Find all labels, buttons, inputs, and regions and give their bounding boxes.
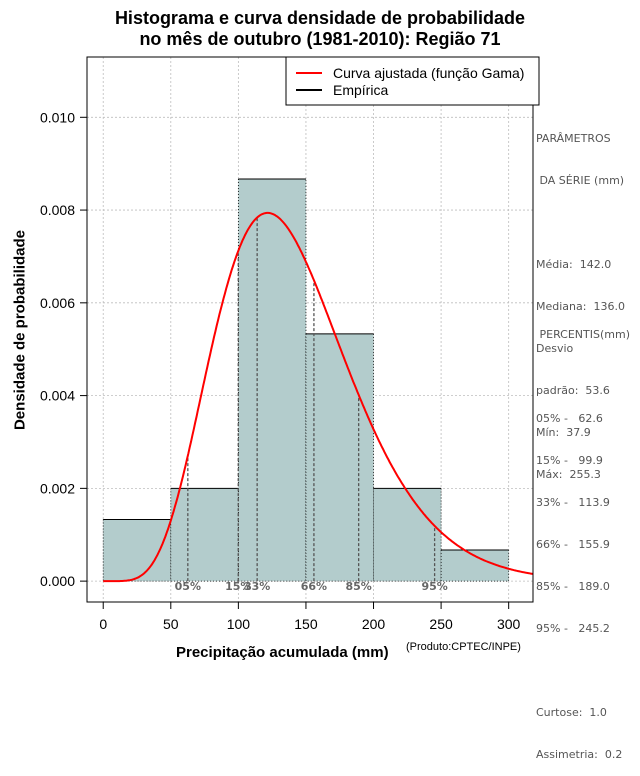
fitted-gamma-curve — [103, 211, 534, 583]
histogram-bar-outline-0 — [102, 519, 172, 582]
x-tick-label-6: 300 — [497, 616, 521, 632]
x-tick-label-2: 100 — [227, 616, 251, 632]
histogram-bar-2 — [238, 178, 306, 582]
parameters-heading-1: PARÂMETROS — [536, 132, 611, 145]
y-tick-label-3: 0.006 — [40, 295, 75, 311]
percentiles-panel: PERCENTIS(mm) 05% - 62.6 15% - 99.9 33% … — [536, 300, 630, 776]
histogram-bar-outline-5 — [440, 550, 510, 582]
histogram-bar-1 — [170, 488, 239, 582]
x-tick-label-0: 0 — [99, 616, 107, 632]
param-max: Máx: 255.3 — [536, 468, 601, 481]
x-tick-label-3: 150 — [294, 616, 318, 632]
percentile-label-4: 85% — [345, 580, 371, 593]
percentile-label-5: 95% — [421, 580, 447, 593]
percentiles-heading: PERCENTIS(mm) — [536, 328, 630, 341]
legend: Curva ajustada (função Gama)Empírica — [285, 56, 540, 106]
legend-label-1: Empírica — [333, 82, 388, 98]
percentile-66: 66% - 155.9 — [536, 538, 610, 551]
x-tick-label-1: 50 — [163, 616, 179, 632]
y-tick-label-4: 0.008 — [40, 202, 75, 218]
y-tick-label-5: 0.010 — [40, 109, 75, 125]
percentile-label-1: 15% — [225, 580, 251, 593]
percentile-label-2: 33% — [244, 580, 270, 593]
chart-title: Histograma e curva densidade de probabil… — [0, 8, 640, 50]
y-tick-label-2: 0.004 — [40, 388, 75, 404]
param-stdev-label: Desvio — [536, 342, 574, 355]
percentile-15: 15% - 99.9 — [536, 454, 603, 467]
y-tick-label-1: 0.002 — [40, 480, 75, 496]
x-tick-label-4: 200 — [362, 616, 386, 632]
histogram-bar-outline-4 — [373, 488, 442, 582]
percentile-05: 05% - 62.6 — [536, 412, 603, 425]
histogram-bar-outline-3 — [305, 333, 374, 582]
param-mean: Média: 142.0 — [536, 258, 612, 271]
param-min: Mín: 37.9 — [536, 426, 591, 439]
curve-layer — [103, 211, 534, 583]
percentile-33: 33% - 113.9 — [536, 496, 610, 509]
parameters-panel: PARÂMETROS DA SÉRIE (mm) Média: 142.0 Me… — [536, 104, 625, 496]
param-stdev-value: padrão: 53.6 — [536, 384, 610, 397]
x-tick-label-5: 250 — [429, 616, 453, 632]
stat-skewness: Assimetria: 0.2 — [536, 748, 623, 761]
chart-title-line-2: no mês de outubro (1981-2010): Região 71 — [139, 29, 501, 49]
percentile-marker-layer: 05% 15%33% 66% 85% 95% — [175, 217, 448, 593]
product-credit: (Produto:CPTEC/INPE) — [406, 641, 521, 653]
stat-kurtosis: Curtose: 1.0 — [536, 706, 607, 719]
percentile-label-0: 05% — [175, 580, 201, 593]
param-median: Mediana: 136.0 — [536, 300, 625, 313]
parameters-heading-2: DA SÉRIE (mm) — [536, 174, 625, 187]
x-axis-label: Precipitação acumulada (mm) — [176, 644, 389, 661]
chart-title-line-1: Histograma e curva densidade de probabil… — [114, 8, 526, 28]
percentile-95: 95% - 245.2 — [536, 622, 610, 635]
histogram-chart: 05% 15%33% 66% 85% 95% 0 50 100 150 200 250 300 0.0… — [40, 56, 540, 632]
histogram-bar-outline-1 — [170, 488, 239, 582]
legend-label-0: Curva ajustada (função Gama) — [333, 65, 524, 81]
legend-box — [285, 56, 540, 106]
y-axis-label: Densidade de probabilidade — [11, 229, 29, 431]
percentile-85: 85% - 189.0 — [536, 580, 610, 593]
histogram-bar-3 — [305, 333, 374, 582]
bar-layer — [102, 178, 510, 582]
histogram-bar-4 — [373, 488, 442, 582]
percentile-label-3: 66% — [301, 580, 327, 593]
axis-layer: 0 50 100 150 200 250 300 0.000 0.002 0.004 0.006 0.… — [40, 56, 534, 632]
y-tick-label-0: 0.000 — [40, 573, 75, 589]
